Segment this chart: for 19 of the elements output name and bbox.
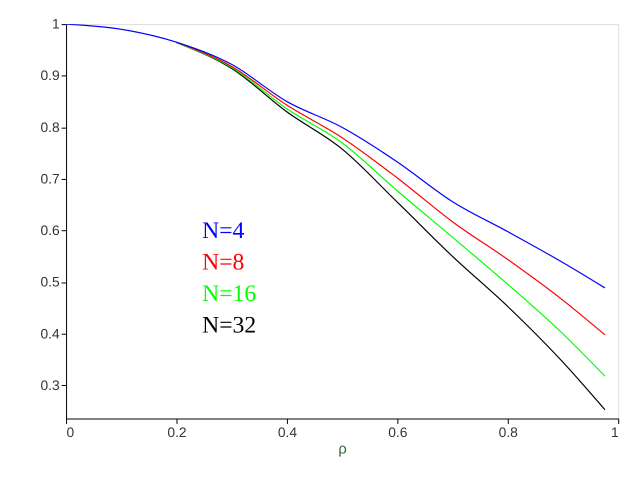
x-axis-title: ρ <box>338 442 347 458</box>
x-tick-label: 1 <box>611 424 619 440</box>
y-tick-label: 0.4 <box>40 326 60 342</box>
x-tick-label: 0.4 <box>278 424 298 440</box>
y-tick-label: 0.6 <box>40 223 60 238</box>
y-tick-label: 0.3 <box>40 378 60 393</box>
text: N=4 <box>202 218 245 244</box>
y-tick-label: 0.7 <box>40 171 60 186</box>
x-tick-label: 0.8 <box>498 424 518 440</box>
x-tick-label: 0 <box>66 424 75 440</box>
text: N=8 <box>202 250 244 276</box>
text: N=16 <box>202 281 256 308</box>
y-tick-label: 1 <box>52 16 60 32</box>
x-tick-label: 0.2 <box>167 424 187 440</box>
y-tick-label: 0.8 <box>40 120 60 135</box>
x-tick-label: 0.6 <box>388 424 408 440</box>
text: N=32 <box>202 312 256 339</box>
y-tick-label: 0.9 <box>40 68 60 84</box>
y-tick-label: 0.5 <box>40 274 60 290</box>
